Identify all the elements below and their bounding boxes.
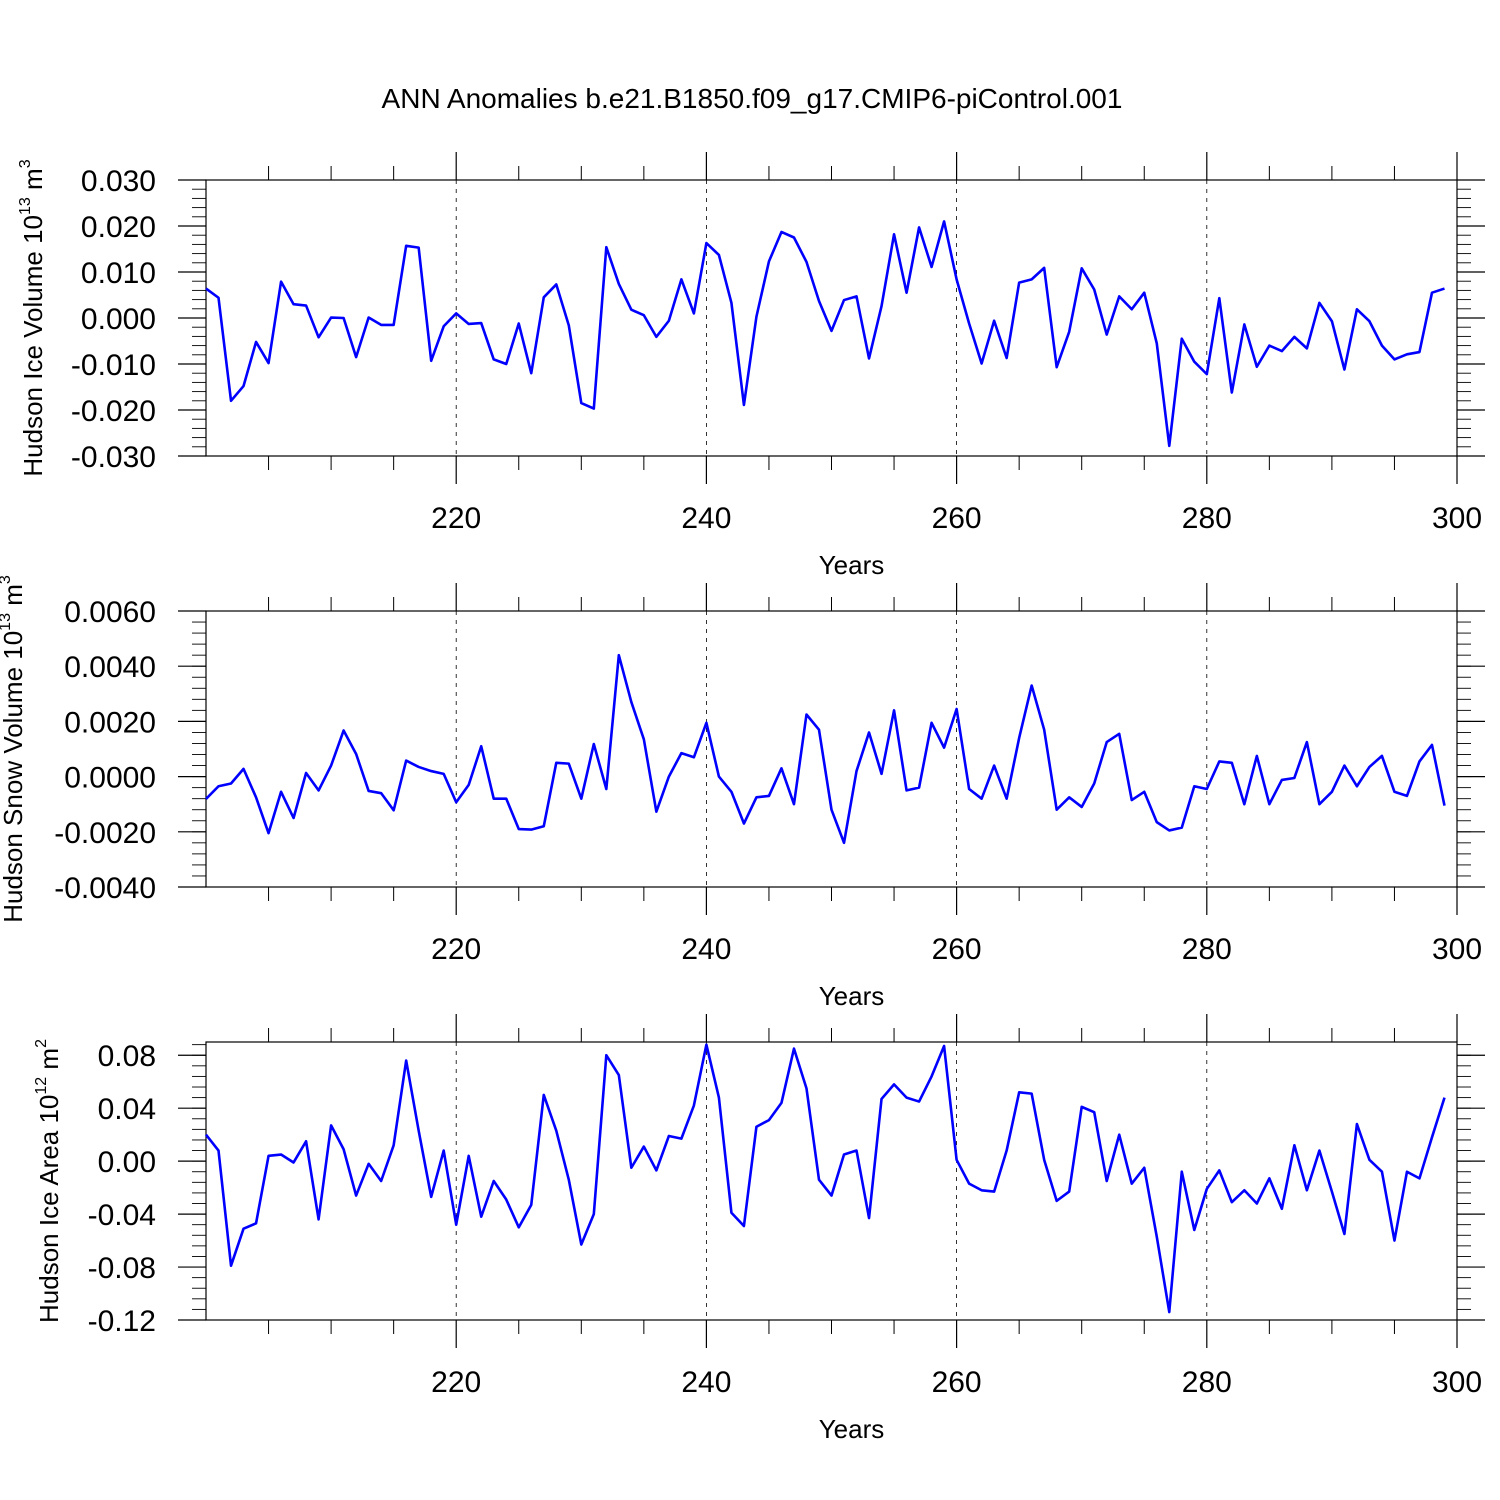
y-tick-label: 0.0040 (64, 651, 156, 684)
panel-3: 220 240 260 280 300 0.08 0.04 0.00 -0.04 -0.08 -0.… (33, 1014, 1485, 1444)
y-axis-label-base: Hudson Snow Volume 10 (0, 631, 28, 923)
x-tick-label: 260 (932, 1366, 982, 1399)
y-tick-label: 0.020 (81, 211, 156, 244)
plot-frame (205, 610, 1458, 888)
y-axis-label-unit-exponent: 3 (0, 575, 14, 584)
y-tick-label: -0.030 (71, 441, 156, 474)
y-tick-label: -0.010 (71, 349, 156, 382)
y-tick-label: -0.0040 (54, 872, 156, 905)
y-tick-label: 0.030 (81, 165, 156, 198)
y-axis-label: Hudson Ice Volume 1013 m3 (17, 159, 48, 476)
figure-title: ANN Anomalies b.e21.B1850.f09_g17.CMIP6-… (382, 83, 1123, 114)
x-axis-label: Years (819, 1414, 885, 1444)
x-tick-label: 240 (681, 502, 731, 535)
y-tick-label: 0.04 (98, 1093, 156, 1126)
y-tick-label: -0.12 (88, 1305, 156, 1338)
x-tick-label: 300 (1432, 933, 1482, 966)
y-axis-label-base: Hudson Ice Volume 10 (18, 215, 48, 477)
y-tick-label: 0.0000 (64, 762, 156, 795)
y-tick-label: -0.020 (71, 395, 156, 428)
x-tick-label: 220 (431, 502, 481, 535)
y-tick-label: 0.08 (98, 1040, 156, 1073)
y-axis-label-base: Hudson Ice Area 10 (34, 1095, 64, 1323)
series-line (205, 653, 1446, 845)
x-axis-label: Years (819, 550, 885, 580)
y-axis-label-exponent: 13 (0, 613, 14, 631)
x-tick-label: 300 (1432, 1366, 1482, 1399)
panel-1: 220 240 260 280 300 0.030 0.020 0.010 0.000 -0.01… (17, 152, 1485, 580)
x-tick-label: 260 (932, 502, 982, 535)
x-tick-label: 280 (1182, 933, 1232, 966)
y-axis-label-unit: m (34, 1048, 64, 1077)
series-line (204, 1043, 1446, 1314)
x-tick-label: 280 (1182, 502, 1232, 535)
y-tick-label: 0.0020 (64, 706, 156, 739)
y-tick-label: 0.0060 (64, 596, 156, 629)
y-axis-label-exponent: 12 (33, 1077, 50, 1095)
y-tick-label: -0.04 (88, 1199, 156, 1232)
y-axis-label-unit-exponent: 3 (17, 159, 34, 168)
y-tick-label: -0.0020 (54, 817, 156, 850)
y-axis-label-unit-exponent: 2 (33, 1039, 50, 1048)
y-axis-label-unit: m (18, 168, 48, 197)
x-tick-label: 300 (1432, 502, 1482, 535)
x-tick-label: 240 (681, 933, 731, 966)
y-tick-label: 0.000 (81, 303, 156, 336)
x-tick-label: 260 (932, 933, 982, 966)
y-axis-label-exponent: 13 (17, 197, 34, 215)
x-tick-label: 280 (1182, 1366, 1232, 1399)
y-axis-label: Hudson Snow Volume 1013 m3 (0, 575, 28, 923)
series-line (205, 220, 1445, 448)
y-axis-label-unit: m (0, 584, 28, 613)
x-axis-label: Years (819, 981, 885, 1011)
y-tick-label: 0.00 (98, 1146, 156, 1179)
x-tick-label: 220 (431, 1366, 481, 1399)
x-tick-label: 240 (681, 1366, 731, 1399)
x-tick-label: 220 (431, 933, 481, 966)
y-tick-label: 0.010 (81, 257, 156, 290)
y-axis-label: Hudson Ice Area 1012 m2 (33, 1039, 64, 1323)
panel-2: 220 240 260 280 300 0.0060 0.0040 0.0020 0.0000 -… (0, 575, 1485, 1011)
y-tick-label: -0.08 (88, 1252, 156, 1285)
